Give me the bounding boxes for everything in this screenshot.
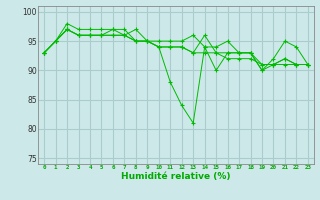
X-axis label: Humidité relative (%): Humidité relative (%) — [121, 172, 231, 181]
